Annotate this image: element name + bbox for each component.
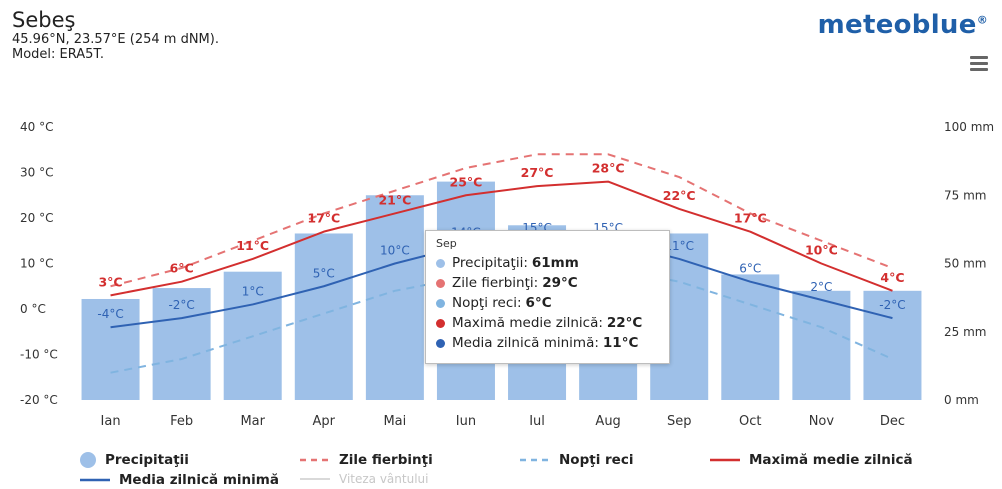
tooltip-row-min: Media zilnică minimă: 11°C: [436, 333, 659, 353]
dashed-red-line-icon: [300, 458, 330, 462]
precipitation-bar: [721, 274, 780, 400]
x-tick-label: Feb: [170, 414, 193, 429]
tooltip-title: Sep: [436, 237, 457, 250]
cold-nights-dot-icon: [436, 298, 445, 308]
tooltip-row-precip: Precipitaţii: 61mm: [436, 253, 659, 273]
hamburger-menu-icon[interactable]: [970, 56, 988, 74]
legend-hot-days[interactable]: Zile fierbinţi: [300, 452, 433, 468]
solid-blue-line-icon: [80, 478, 110, 482]
max-temp-label: 17°C: [307, 211, 340, 226]
min-temp-label: -4°C: [97, 307, 123, 321]
meteoblue-logo[interactable]: meteoblue®: [818, 10, 988, 40]
min-temp-label: 2°C: [810, 280, 832, 294]
y-right-tick-label: 100 mm: [944, 120, 994, 134]
min-temp-label: 6°C: [739, 262, 761, 276]
hot-days-dot-icon: [436, 278, 445, 288]
max-temp-label: 22°C: [663, 188, 696, 203]
legend-min[interactable]: Media zilnică minimă: [80, 472, 279, 488]
x-tick-label: Sep: [667, 414, 692, 429]
max-temp-label: 28°C: [592, 161, 625, 176]
max-temp-label: 4°C: [880, 270, 904, 285]
precipitation-bar: [863, 290, 922, 400]
climate-chart: 40 °C 30 °C 20 °C 10 °C 0 °C -10 °C -20 °C 100 …: [20, 120, 994, 429]
x-tick-label: Iun: [456, 414, 476, 429]
precip-dot-icon: [436, 258, 445, 268]
x-tick-label: Ian: [101, 414, 121, 429]
max-temp-label: 17°C: [734, 211, 767, 226]
x-tick-label: Nov: [809, 414, 835, 429]
x-tick-label: Mar: [240, 414, 265, 429]
max-temp-label: 25°C: [450, 174, 483, 189]
brand-mark: ®: [976, 13, 988, 27]
legend-wind[interactable]: Viteza vântului: [300, 472, 428, 486]
location-header: Sebeş 45.96°N, 23.57°E (254 m dNM). Mode…: [12, 8, 219, 62]
max-temp-line: [110, 180, 893, 297]
min-temp-label: -2°C: [879, 298, 905, 312]
max-dot-icon: [436, 318, 445, 328]
x-tick-label: Aug: [595, 414, 620, 429]
hot-days-line: [110, 153, 893, 288]
y-right-tick-label: 25 mm: [944, 325, 986, 339]
legend-cold-nights[interactable]: Nopţi reci: [520, 452, 633, 468]
tooltip: Sep Precipitaţii: 61mm Zile fierbinţi: 29°…: [425, 230, 670, 364]
y-left-tick-label: 40 °C: [20, 120, 53, 134]
y-left-tick-label: 10 °C: [20, 257, 53, 271]
max-temp-label: 6°C: [170, 261, 194, 276]
y-right-tick-label: 50 mm: [944, 257, 986, 271]
x-tick-label: Dec: [880, 414, 905, 429]
y-left-tick-label: 20 °C: [20, 211, 53, 225]
min-temp-label: 11°C: [664, 239, 694, 253]
y-left-tick-label: -20 °C: [20, 393, 58, 407]
y-right-tick-label: 0 mm: [944, 393, 979, 407]
x-tick-label: Apr: [313, 414, 336, 429]
wind-line-icon: [300, 478, 330, 480]
model-text: Model: ERA5T.: [12, 47, 104, 62]
min-temp-label: 5°C: [313, 266, 335, 280]
precipitation-bar: [294, 233, 353, 400]
x-tick-label: Mai: [383, 414, 406, 429]
tooltip-row-max: Maximă medie zilnică: 22°C: [436, 313, 659, 333]
y-left-tick-label: 30 °C: [20, 166, 53, 180]
location-name: Sebeş: [12, 8, 76, 32]
max-temp-label: 21°C: [378, 192, 411, 207]
min-dot-icon: [436, 338, 445, 348]
y-left-tick-label: 0 °C: [20, 302, 46, 316]
coordinates-text: 45.96°N, 23.57°E (254 m dNM).: [12, 32, 219, 47]
x-tick-label: Oct: [739, 414, 761, 429]
max-temp-label: 3°C: [98, 274, 122, 289]
x-tick-label: Iul: [529, 414, 545, 429]
max-temp-label: 27°C: [521, 165, 554, 180]
y-right-tick-label: 75 mm: [944, 188, 986, 202]
max-temp-label: 10°C: [805, 243, 838, 258]
legend-precip[interactable]: Precipitaţii: [80, 452, 189, 468]
tooltip-row-cold: Nopţi reci: 6°C: [436, 293, 659, 313]
legend-max[interactable]: Maximă medie zilnică: [710, 452, 913, 468]
precipitation-bar: [365, 195, 424, 400]
precipitation-bar: [152, 288, 211, 400]
precipitation-bar: [792, 290, 851, 400]
precipitation-bar: [81, 298, 140, 400]
y-left-tick-label: -10 °C: [20, 348, 58, 362]
solid-red-line-icon: [710, 458, 740, 462]
chart-legend: Precipitaţii Zile fierbinţi Nopţi reci M…: [0, 450, 1002, 488]
tooltip-row-hot: Zile fierbinţi: 29°C: [436, 273, 659, 293]
min-temp-label: 1°C: [242, 284, 264, 298]
max-temp-label: 11°C: [236, 238, 269, 253]
dashed-blue-line-icon: [520, 458, 550, 462]
precip-swatch-icon: [80, 452, 96, 468]
min-temp-label: 10°C: [380, 244, 410, 258]
brand-name: meteoblue: [817, 10, 977, 40]
min-temp-label: -2°C: [168, 298, 194, 312]
